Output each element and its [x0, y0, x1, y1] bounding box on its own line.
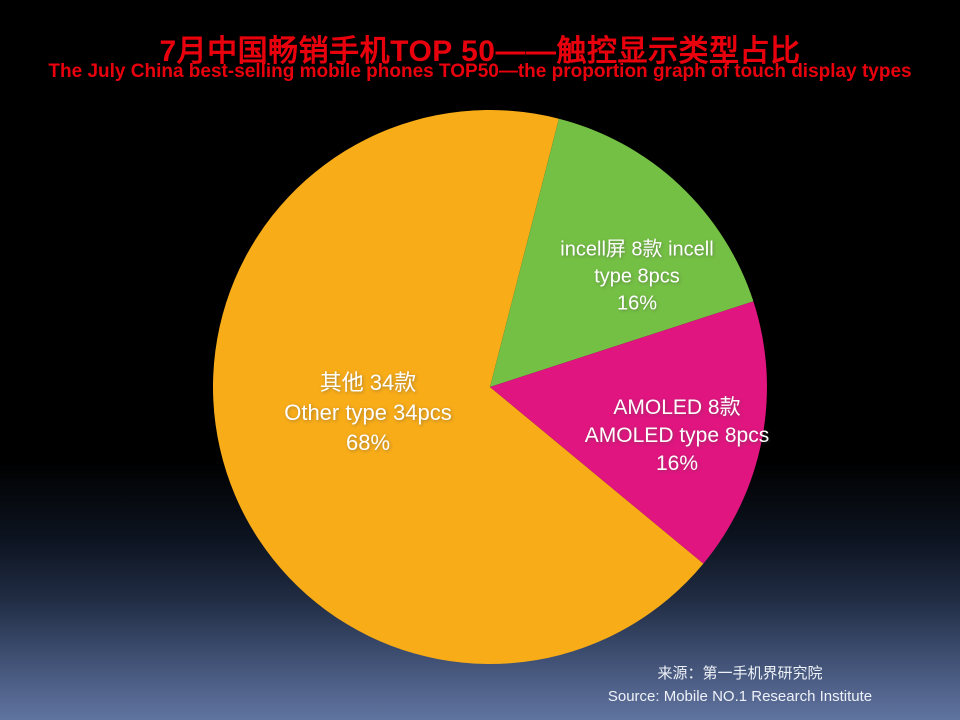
- pie-label-incell-percent: 16%: [616, 292, 658, 315]
- pie-chart-svg: [213, 109, 767, 664]
- pie-label-incell: incell屏 8款 incell type 8pcs 16%: [560, 237, 713, 318]
- pie-label-other: 其他 34款 Other type 34pcs 68%: [284, 368, 452, 458]
- pie-chart: [213, 109, 767, 664]
- pie-label-other-percent: 68%: [345, 430, 391, 455]
- pie-label-amoled-percent: 16%: [655, 452, 699, 475]
- page-title: 7月中国畅销手机TOP 50——触控显示类型占比: [159, 35, 801, 68]
- pie-label-amoled-en: AMOLED type 8pcs: [584, 424, 770, 447]
- pie-slice-amoled: [490, 301, 767, 564]
- pie-slice-incell: [490, 118, 754, 387]
- pie-slice-other: [213, 109, 704, 664]
- pie-label-other-en: Other type 34pcs: [284, 400, 452, 425]
- source-attribution-zh: 来源：第一手机界研究院: [657, 665, 823, 682]
- page-subtitle: The July China best-selling mobile phone…: [48, 61, 912, 82]
- pie-label-other-zh: 其他 34款: [319, 370, 417, 395]
- pie-label-amoled: AMOLED 8款 AMOLED type 8pcs 16%: [585, 394, 769, 478]
- source-attribution-en: Source: Mobile NO.1 Research Institute: [607, 688, 873, 705]
- source-attribution: 来源：第一手机界研究院 Source: Mobile NO.1 Research…: [608, 662, 872, 708]
- pie-label-incell-zh: incell屏 8款 incell: [560, 238, 714, 261]
- pie-label-amoled-zh: AMOLED 8款: [613, 396, 741, 419]
- pie-label-incell-en: type 8pcs: [594, 265, 680, 288]
